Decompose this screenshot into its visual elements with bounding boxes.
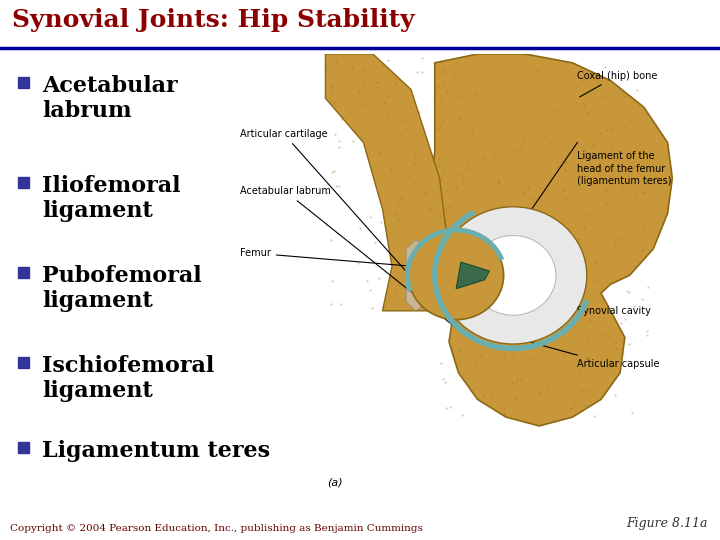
Text: Acetabular labrum: Acetabular labrum	[240, 186, 466, 336]
Text: (a): (a)	[327, 478, 343, 488]
Text: Femur: Femur	[240, 248, 413, 266]
Text: Acetabular
labrum: Acetabular labrum	[42, 75, 178, 122]
Polygon shape	[406, 240, 439, 311]
Bar	[18, 77, 29, 88]
Polygon shape	[430, 54, 672, 426]
Bar	[18, 177, 29, 188]
Text: Synovial Joints: Hip Stability: Synovial Joints: Hip Stability	[12, 8, 415, 32]
Text: Figure 8.11a: Figure 8.11a	[626, 517, 708, 530]
Text: Coxal (hip) bone: Coxal (hip) bone	[577, 71, 657, 97]
Circle shape	[439, 207, 587, 344]
Text: Pubofemoral
ligament: Pubofemoral ligament	[42, 265, 202, 312]
Polygon shape	[325, 54, 449, 311]
Text: Copyright © 2004 Pearson Education, Inc., publishing as Benjamin Cummings: Copyright © 2004 Pearson Education, Inc.…	[10, 524, 423, 533]
Text: Articular cartilage: Articular cartilage	[240, 129, 447, 318]
Circle shape	[409, 231, 504, 320]
Bar	[18, 357, 29, 368]
Text: Synovial cavity: Synovial cavity	[577, 306, 651, 316]
Text: Ligament of the
head of the femur
(ligamentum teres): Ligament of the head of the femur (ligam…	[577, 151, 672, 186]
Bar	[18, 267, 29, 278]
Text: Ligamentum teres: Ligamentum teres	[42, 440, 270, 462]
Text: Articular capsule: Articular capsule	[577, 359, 660, 369]
Bar	[18, 442, 29, 453]
Polygon shape	[456, 262, 490, 289]
Text: Ischiofemoral
ligament: Ischiofemoral ligament	[42, 355, 215, 402]
Text: Iliofemoral
ligament: Iliofemoral ligament	[42, 175, 181, 221]
Circle shape	[470, 235, 556, 315]
